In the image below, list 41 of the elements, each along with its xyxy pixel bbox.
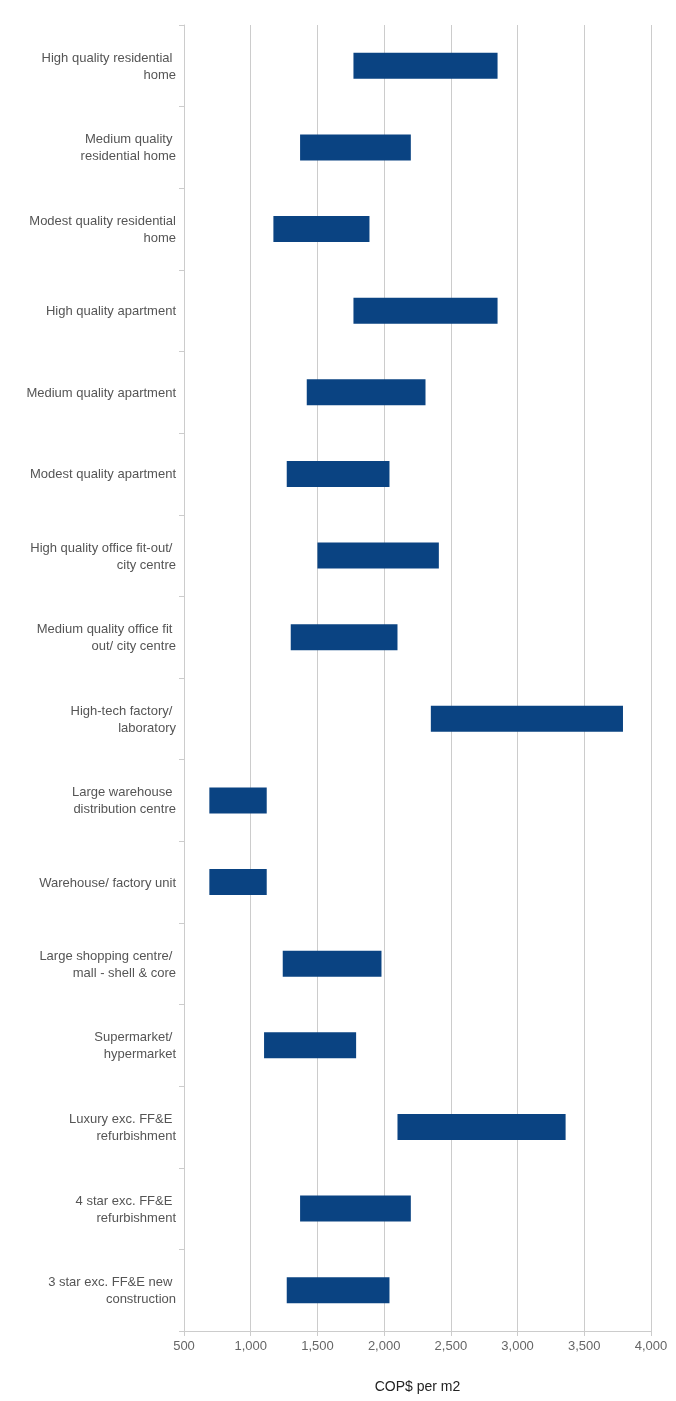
bar <box>317 542 439 569</box>
bar <box>209 787 267 814</box>
y-tick-label: Large shopping centre/ mall - shell & core <box>39 947 176 980</box>
bar <box>273 216 370 243</box>
y-tick-label: High-tech factory/ laboratory <box>70 702 177 735</box>
y-tick-label: Medium quality office fit out/ city centre <box>36 621 176 654</box>
bar <box>282 950 382 977</box>
x-tick-label: 3,500 <box>568 1338 601 1353</box>
y-tick-label: Modest quality apartment <box>30 466 177 482</box>
bar <box>353 297 498 324</box>
y-tick-label: Large warehouse distribution centre <box>71 784 176 817</box>
y-tick-label: High quality apartment <box>45 303 177 319</box>
x-tick-label: 2,500 <box>434 1338 468 1353</box>
bar <box>306 379 426 406</box>
x-tick-label: 3,000 <box>501 1338 534 1353</box>
y-tick-label: Medium quality apartment <box>26 384 177 400</box>
bar <box>290 624 398 651</box>
x-tick-label: 1,000 <box>234 1338 267 1353</box>
y-tick-label: Warehouse/ factory unit <box>39 874 177 890</box>
bar <box>264 1032 357 1059</box>
x-axis-title: COP$ per m2 <box>374 1378 461 1394</box>
y-tick-label: Supermarket/ hypermarket <box>94 1029 177 1062</box>
y-tick-label: Luxury exc. FF&E refurbishment <box>69 1110 177 1143</box>
y-tick-label: High quality residential home <box>41 49 176 82</box>
bar <box>286 1277 390 1304</box>
bar <box>209 869 267 896</box>
x-tick-label: 500 <box>173 1338 195 1353</box>
x-tick-label: 4,000 <box>634 1338 668 1353</box>
bar <box>300 1195 411 1222</box>
x-tick-label: 1,500 <box>301 1338 334 1353</box>
y-tick-label: 4 star exc. FF&E refurbishment <box>75 1192 177 1225</box>
y-tick-label: 3 star exc. FF&E new construction <box>48 1274 176 1307</box>
y-tick-label: Medium quality residential home <box>80 131 176 164</box>
y-tick-label: High quality office fit-out/ city centre <box>30 539 176 572</box>
bar <box>353 52 498 79</box>
y-tick-label: Modest quality residential home <box>29 213 177 246</box>
x-tick-label: 2,000 <box>367 1338 401 1353</box>
bar <box>286 460 390 487</box>
bar <box>430 705 623 732</box>
bar <box>300 134 411 161</box>
bar <box>397 1113 566 1140</box>
